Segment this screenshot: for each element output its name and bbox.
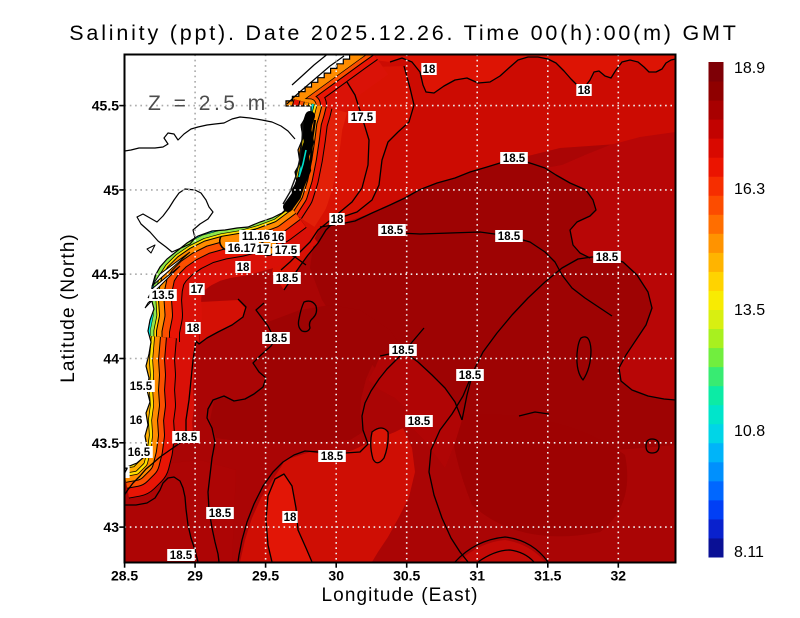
svg-text:18: 18: [331, 214, 344, 226]
svg-text:44.5: 44.5: [92, 266, 119, 282]
svg-text:16.5: 16.5: [128, 447, 151, 459]
svg-text:32: 32: [611, 567, 627, 583]
svg-text:18.5: 18.5: [209, 508, 232, 520]
svg-text:45.5: 45.5: [92, 98, 119, 114]
svg-text:Z = 2.5 m: Z = 2.5 m: [148, 92, 269, 115]
svg-text:18.5: 18.5: [503, 153, 526, 165]
svg-text:30: 30: [328, 567, 344, 583]
svg-text:17: 17: [257, 244, 270, 256]
svg-text:18.5: 18.5: [321, 451, 344, 463]
svg-text:31: 31: [469, 567, 485, 583]
svg-text:18.5: 18.5: [175, 432, 198, 444]
svg-text:29.5: 29.5: [252, 567, 279, 583]
svg-text:7: 7: [122, 467, 128, 479]
svg-text:16.3: 16.3: [734, 181, 765, 198]
svg-text:30.5: 30.5: [393, 567, 420, 583]
svg-text:18.5: 18.5: [459, 370, 482, 382]
svg-text:8.11: 8.11: [734, 544, 764, 561]
svg-text:11.16: 11.16: [242, 231, 270, 243]
svg-text:28.5: 28.5: [111, 567, 138, 583]
svg-text:18.5: 18.5: [498, 231, 521, 243]
svg-text:18: 18: [187, 323, 200, 335]
svg-text:Salinity (ppt). Date 2025.12.2: Salinity (ppt). Date 2025.12.26. Time 00…: [69, 21, 738, 45]
svg-text:17.5: 17.5: [275, 245, 298, 257]
svg-text:18.5: 18.5: [170, 550, 193, 562]
svg-text:17: 17: [191, 284, 204, 296]
svg-text:16: 16: [272, 232, 285, 244]
svg-text:18: 18: [423, 64, 436, 76]
svg-text:43: 43: [103, 519, 119, 535]
svg-text:16.17: 16.17: [228, 243, 257, 255]
svg-text:15.5: 15.5: [130, 381, 153, 393]
svg-text:16: 16: [130, 415, 143, 427]
svg-text:18.5: 18.5: [596, 252, 619, 264]
svg-text:18: 18: [284, 512, 297, 524]
svg-text:18: 18: [237, 262, 250, 274]
svg-text:18.5: 18.5: [392, 345, 415, 357]
svg-text:13.5: 13.5: [734, 302, 765, 319]
svg-text:18.5: 18.5: [408, 416, 431, 428]
svg-text:18.5: 18.5: [276, 273, 299, 285]
svg-text:44: 44: [103, 351, 119, 367]
svg-text:31.5: 31.5: [534, 567, 561, 583]
svg-text:Longitude (East): Longitude (East): [321, 585, 478, 606]
svg-text:18.9: 18.9: [734, 60, 765, 77]
svg-text:18.5: 18.5: [265, 333, 288, 345]
svg-text:29: 29: [187, 567, 203, 583]
svg-text:43.5: 43.5: [92, 435, 119, 451]
svg-text:18: 18: [578, 85, 591, 97]
svg-text:13.5: 13.5: [152, 290, 175, 302]
svg-text:Latitude (North): Latitude (North): [58, 233, 79, 383]
svg-text:10.8: 10.8: [734, 423, 765, 440]
svg-text:17.5: 17.5: [351, 112, 374, 124]
svg-text:18.5: 18.5: [381, 225, 404, 237]
svg-text:45: 45: [103, 182, 119, 198]
